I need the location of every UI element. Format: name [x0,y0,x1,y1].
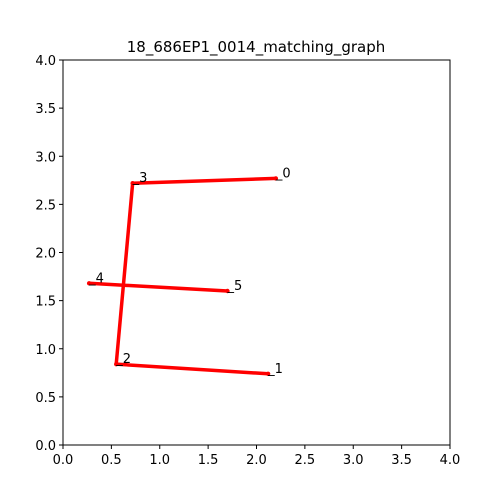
node-label: _5 [226,279,242,294]
node-label: _1 [267,362,283,377]
x-tick-label: 1.0 [149,453,170,468]
y-tick-label: 0.5 [35,391,56,406]
node-label: _2 [115,352,131,367]
graph-node [114,361,119,367]
x-tick-label: 3.0 [343,453,364,468]
graph-edge [87,281,230,293]
x-tick-label: 0.0 [53,453,74,468]
node-layer: _0 _1 _2 _3 _4 _5 [86,166,291,377]
x-tick-label: 0.5 [101,453,122,468]
node-label: _0 [275,166,291,181]
graph-node [130,181,135,186]
graph-node [265,371,271,376]
x-tick-label: 1.5 [198,453,219,468]
x-tick-label: 2.5 [295,453,316,468]
edge-layer [87,176,278,376]
x-tick-label: 4.0 [440,453,461,468]
graph-edge [114,362,270,376]
y-tick-label: 1.5 [35,295,56,310]
graph-edge [130,176,278,185]
y-tick-label: 2.0 [35,247,56,262]
y-tick-label: 0.0 [35,439,56,454]
y-tick-label: 3.0 [35,150,56,165]
x-tick-label: 3.5 [391,453,412,468]
graph-node [225,288,230,294]
y-tick-label: 4.0 [35,54,56,69]
graph-edge [114,181,135,366]
y-tick-label: 1.0 [35,343,56,358]
graph-node [86,281,92,286]
chart-title: 18_686EP1_0014_matching_graph [127,38,386,57]
node-label: _3 [132,171,148,186]
graph-node [273,176,279,181]
node-label: _4 [88,271,104,286]
x-tick-label: 2.0 [246,453,267,468]
y-tick-label: 3.5 [35,102,56,117]
plot-frame [62,59,451,446]
y-tick-label: 2.5 [35,198,56,213]
axes: 0.0 0.5 1.0 1.5 2.0 2.5 3.0 3.5 4.0 0.0 0.5 1.0 1.5 2… [35,54,460,468]
